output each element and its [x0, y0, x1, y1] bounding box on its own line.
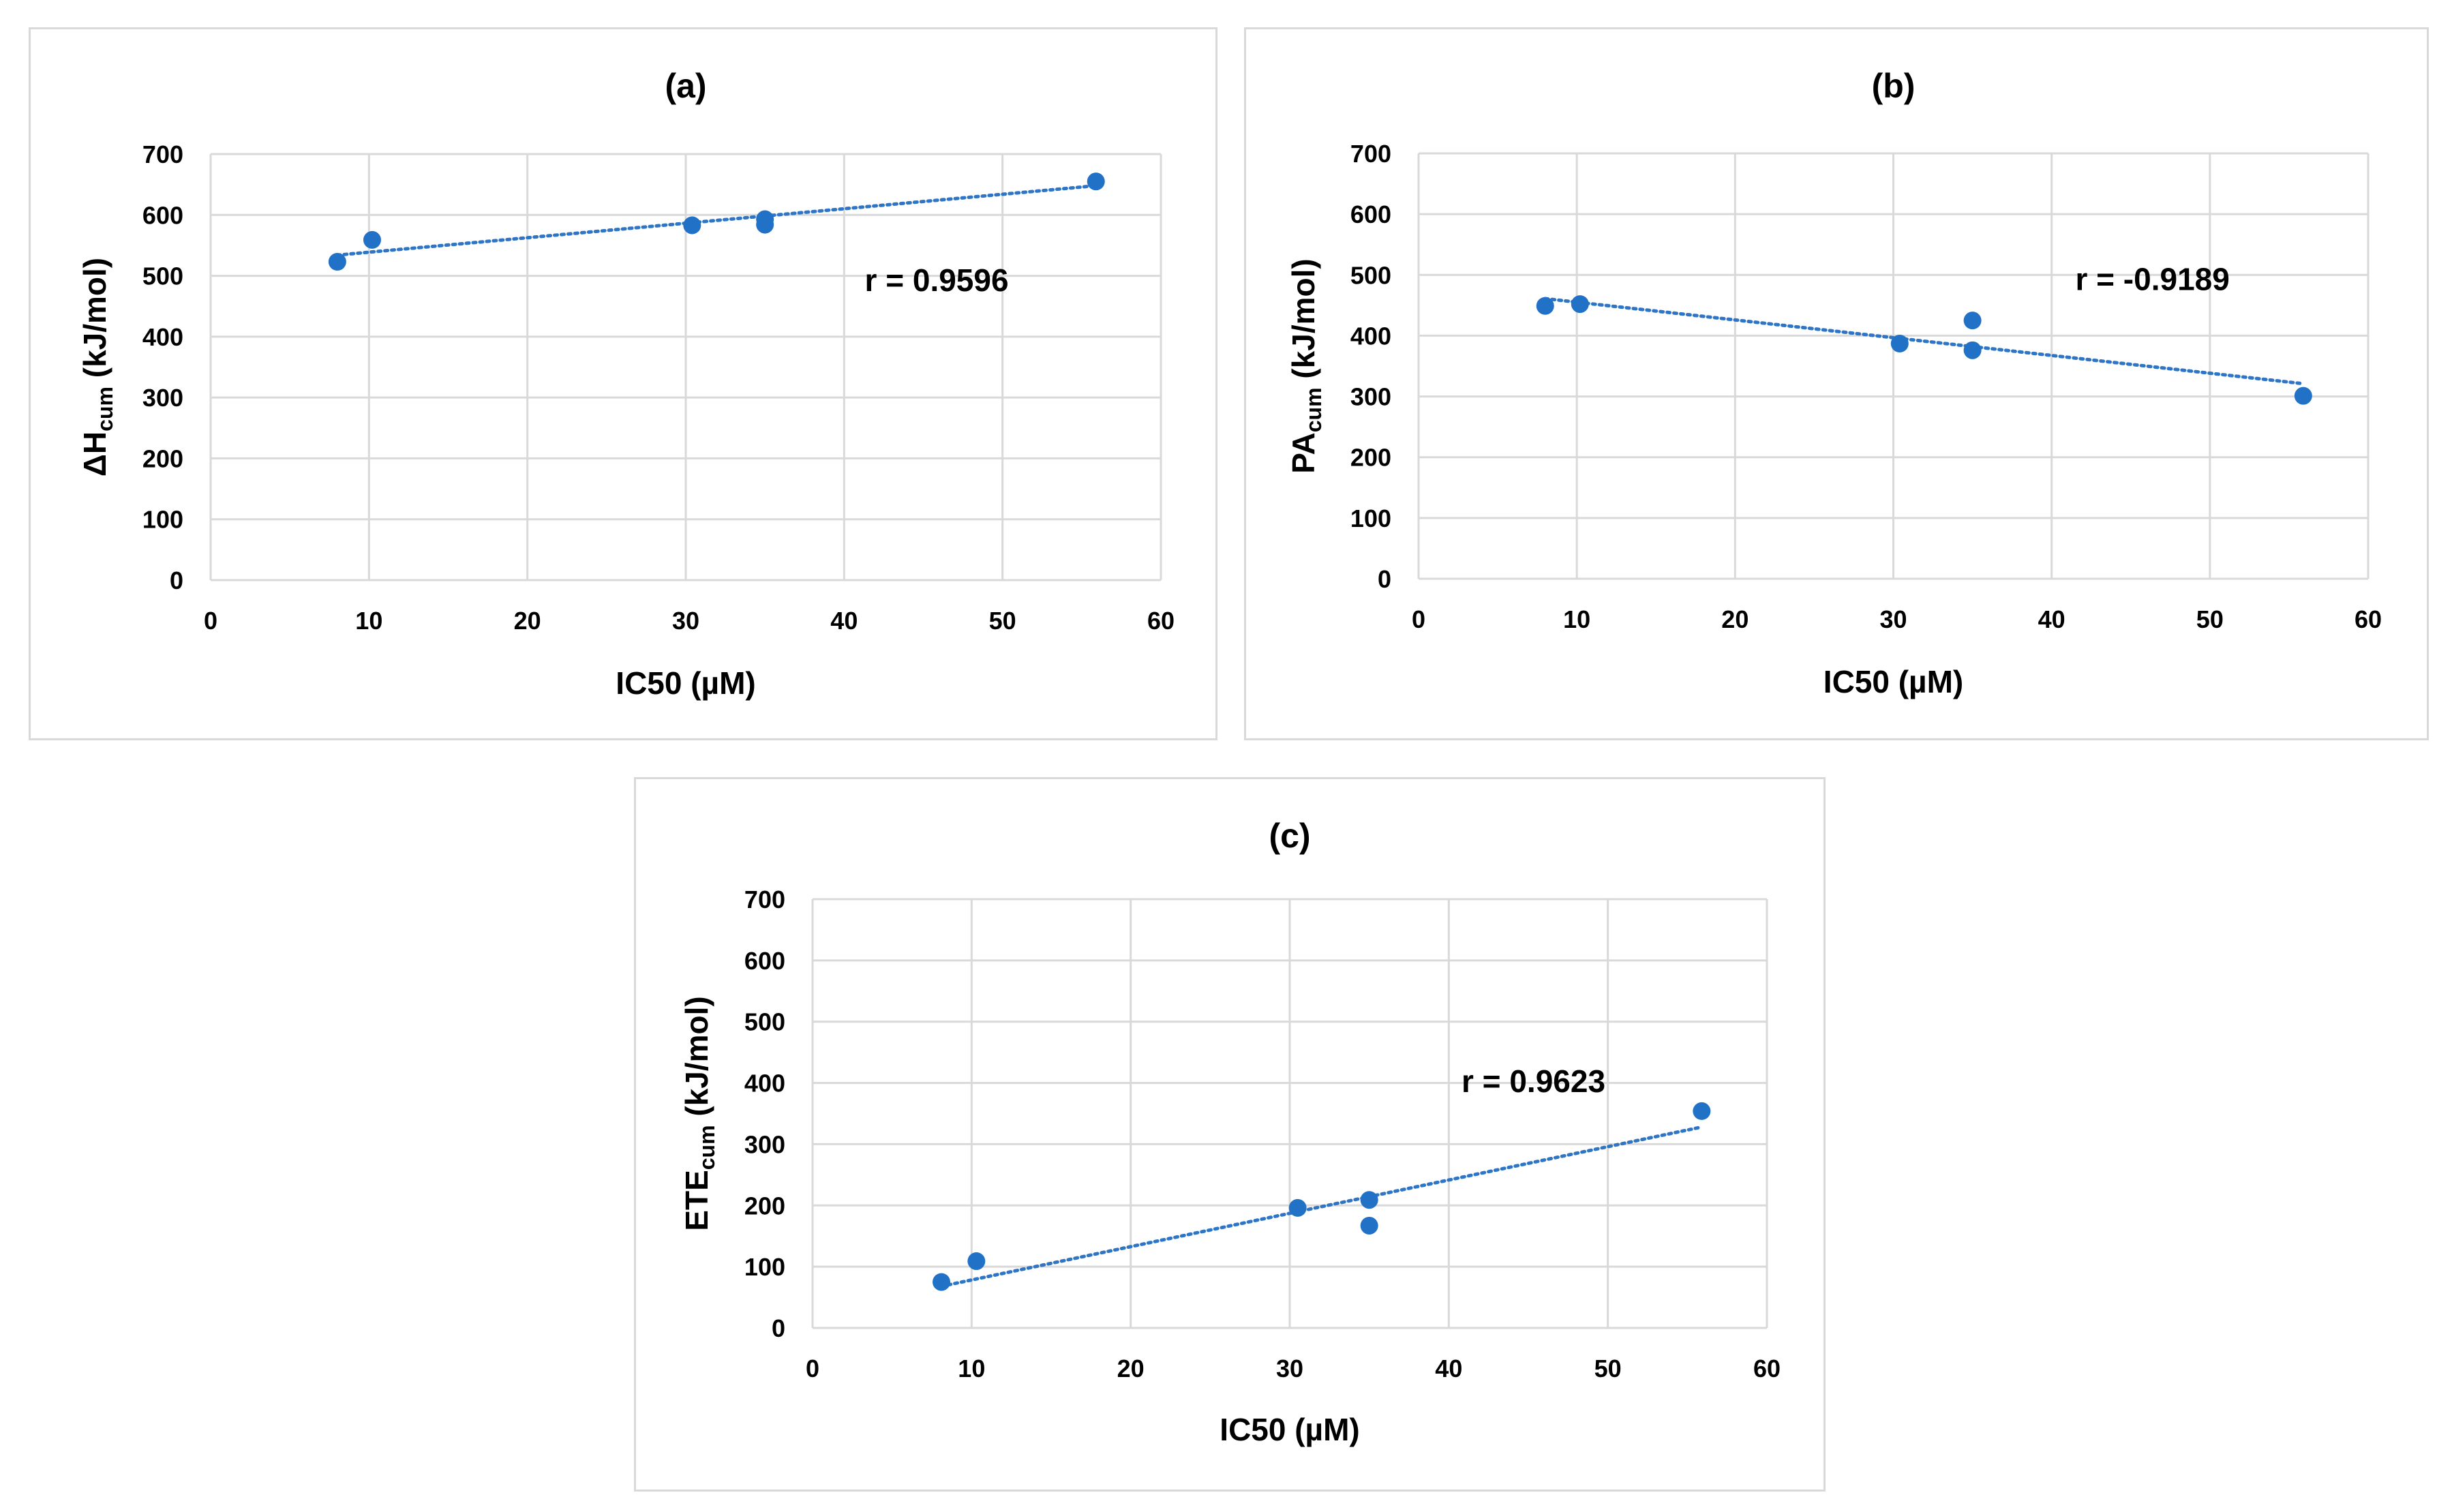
y-tick-label: 300 — [142, 384, 183, 412]
y-tick-label: 300 — [744, 1130, 785, 1158]
y-tick-label: 0 — [772, 1314, 785, 1342]
y-tick-label: 0 — [1378, 565, 1391, 593]
y-axis-label-unit: (kJ/mol) — [679, 996, 714, 1125]
y-tick-label: 400 — [744, 1070, 785, 1098]
data-point — [328, 253, 346, 271]
data-point — [683, 216, 701, 235]
data-point — [1360, 1216, 1378, 1235]
x-tick-label: 20 — [1117, 1355, 1145, 1382]
x-tick-label: 40 — [830, 607, 858, 635]
y-axis-label-main: ΔH — [77, 432, 112, 477]
chart-panel-a: (a) 0 100 200 300 400 500 600 700 0 10 20 30 40 50 60 IC… — [29, 27, 1217, 740]
correlation-label: r = 0.9596 — [865, 262, 1009, 298]
y-tick-label: 600 — [744, 947, 785, 975]
y-tick-label: 300 — [1350, 383, 1391, 411]
data-point — [967, 1252, 986, 1271]
x-tick-label: 10 — [1563, 605, 1590, 633]
chart-title: (b) — [1872, 67, 1916, 105]
y-tick-label: 200 — [1350, 444, 1391, 472]
data-point — [756, 215, 774, 234]
x-tick-label: 0 — [806, 1355, 819, 1382]
y-tick-label: 100 — [1350, 504, 1391, 532]
y-tick-label: 700 — [744, 886, 785, 913]
data-point — [1571, 295, 1589, 314]
data-point — [933, 1273, 950, 1291]
data-point — [1087, 172, 1105, 191]
x-axis-label: IC50 (µM) — [1220, 1412, 1359, 1447]
y-tick-label: 200 — [142, 444, 183, 472]
y-axis-label: PAcum (kJ/mol) — [1286, 258, 1326, 473]
x-tick-label: 30 — [1276, 1355, 1303, 1382]
data-point — [1890, 335, 1909, 353]
x-tick-label: 60 — [2355, 605, 2382, 633]
x-tick-label: 60 — [1753, 1355, 1781, 1382]
data-point — [1693, 1102, 1711, 1120]
y-tick-label: 100 — [142, 506, 183, 534]
x-tick-label: 0 — [1412, 605, 1425, 633]
x-tick-label: 40 — [1435, 1355, 1462, 1382]
y-axis-label-main: ETE — [679, 1170, 714, 1230]
chart-panel-c: (c) 0 100 200 300 400 500 600 700 0 10 20 30 40 50 60 IC… — [634, 777, 1826, 1492]
y-tick-label: 500 — [1350, 261, 1391, 289]
x-tick-label: 0 — [204, 607, 217, 635]
y-axis-label-sub: cum — [93, 387, 117, 432]
gridlines — [209, 153, 1162, 581]
y-tick-label: 700 — [1350, 140, 1391, 168]
y-tick-label: 700 — [142, 140, 183, 168]
gridlines — [811, 898, 1768, 1329]
y-axis-label-main: PA — [1286, 432, 1321, 474]
x-tick-label: 40 — [2038, 605, 2065, 633]
x-tick-label: 60 — [1147, 607, 1175, 635]
data-point — [1963, 312, 1982, 330]
chart-b: (b) 0 100 200 300 400 500 600 700 0 10 20 30 40 50 60 IC… — [1286, 67, 2382, 699]
y-tick-label: 400 — [1350, 322, 1391, 350]
x-tick-label: 20 — [1721, 605, 1749, 633]
x-axis-label: IC50 (µM) — [1823, 664, 1963, 699]
x-tick-label: 20 — [514, 607, 541, 635]
x-tick-label: 30 — [1879, 605, 1907, 633]
correlation-label: r = -0.9189 — [2075, 262, 2229, 297]
y-tick-label: 100 — [744, 1253, 785, 1281]
chart-title: (a) — [665, 67, 706, 105]
y-tick-label: 500 — [744, 1008, 785, 1036]
y-axis-label-sub: cum — [695, 1125, 719, 1170]
chart-a: (a) 0 100 200 300 400 500 600 700 0 10 20 30 40 50 60 IC… — [77, 67, 1175, 701]
chart-title: (c) — [1269, 817, 1310, 855]
chart-c: (c) 0 100 200 300 400 500 600 700 0 10 20 30 40 50 60 IC… — [679, 817, 1781, 1447]
x-tick-label: 10 — [355, 607, 382, 635]
x-axis-label: IC50 (µM) — [616, 665, 755, 701]
x-tick-label: 10 — [958, 1355, 985, 1382]
data-point — [363, 230, 381, 249]
data-point — [1536, 297, 1554, 315]
trendline — [335, 183, 1098, 257]
trendline — [1543, 297, 2305, 386]
y-tick-label: 600 — [1350, 200, 1391, 228]
x-tick-label: 50 — [2196, 605, 2224, 633]
y-axis-label: ΔHcum (kJ/mol) — [77, 258, 117, 477]
data-point — [1360, 1191, 1378, 1209]
y-tick-label: 200 — [744, 1192, 785, 1220]
data-point — [1288, 1198, 1307, 1217]
y-axis-label-unit: (kJ/mol) — [1286, 258, 1321, 387]
y-axis-label-sub: cum — [1301, 387, 1326, 432]
y-tick-label: 400 — [142, 323, 183, 351]
x-tick-label: 30 — [672, 607, 699, 635]
data-point — [2294, 387, 2312, 405]
correlation-label: r = 0.9623 — [1462, 1063, 1605, 1099]
gridlines — [1417, 152, 2370, 580]
data-point — [1963, 341, 1982, 359]
y-axis-label-unit: (kJ/mol) — [77, 258, 112, 387]
trendline — [939, 1125, 1704, 1288]
x-tick-label: 50 — [1594, 1355, 1622, 1382]
y-tick-label: 500 — [142, 262, 183, 290]
y-tick-label: 600 — [142, 201, 183, 229]
y-axis-label: ETEcum (kJ/mol) — [679, 996, 719, 1230]
y-tick-label: 0 — [170, 566, 183, 594]
x-tick-label: 50 — [989, 607, 1016, 635]
chart-panel-b: (b) 0 100 200 300 400 500 600 700 0 10 20 30 40 50 60 IC… — [1244, 27, 2429, 740]
